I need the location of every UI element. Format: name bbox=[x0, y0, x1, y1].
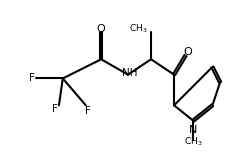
Text: CH$_3$: CH$_3$ bbox=[129, 22, 147, 35]
Text: O: O bbox=[183, 47, 192, 57]
Text: F: F bbox=[29, 73, 35, 83]
Text: O: O bbox=[97, 24, 106, 34]
Text: N: N bbox=[189, 124, 197, 135]
Text: CH$_3$: CH$_3$ bbox=[184, 135, 202, 148]
Text: F: F bbox=[85, 106, 91, 116]
Text: F: F bbox=[52, 104, 58, 114]
Text: NH: NH bbox=[122, 68, 138, 78]
